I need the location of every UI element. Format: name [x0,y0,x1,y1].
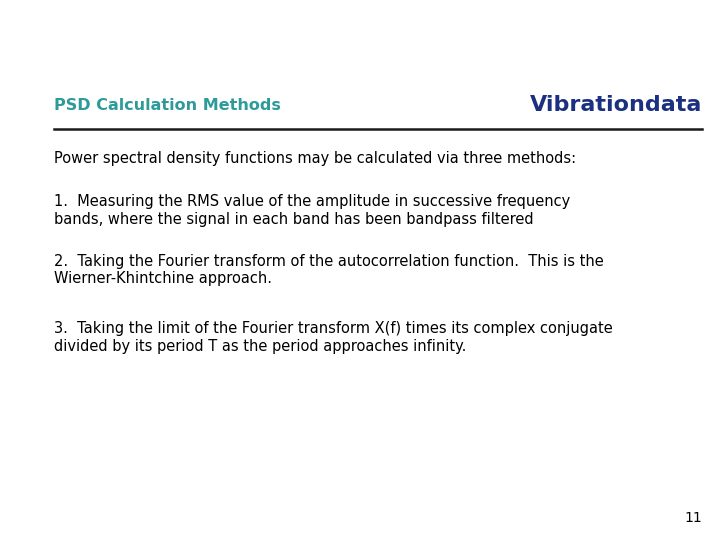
Text: PSD Calculation Methods: PSD Calculation Methods [54,98,281,113]
Text: Vibrationdata: Vibrationdata [530,95,702,116]
Text: 2.  Taking the Fourier transform of the autocorrelation function.  This is the
W: 2. Taking the Fourier transform of the a… [54,254,604,286]
Text: 1.  Measuring the RMS value of the amplitude in successive frequency
bands, wher: 1. Measuring the RMS value of the amplit… [54,194,570,227]
Text: 3.  Taking the limit of the Fourier transform X(f) times its complex conjugate
d: 3. Taking the limit of the Fourier trans… [54,321,613,354]
Text: 11: 11 [684,511,702,525]
Text: Power spectral density functions may be calculated via three methods:: Power spectral density functions may be … [54,151,576,166]
